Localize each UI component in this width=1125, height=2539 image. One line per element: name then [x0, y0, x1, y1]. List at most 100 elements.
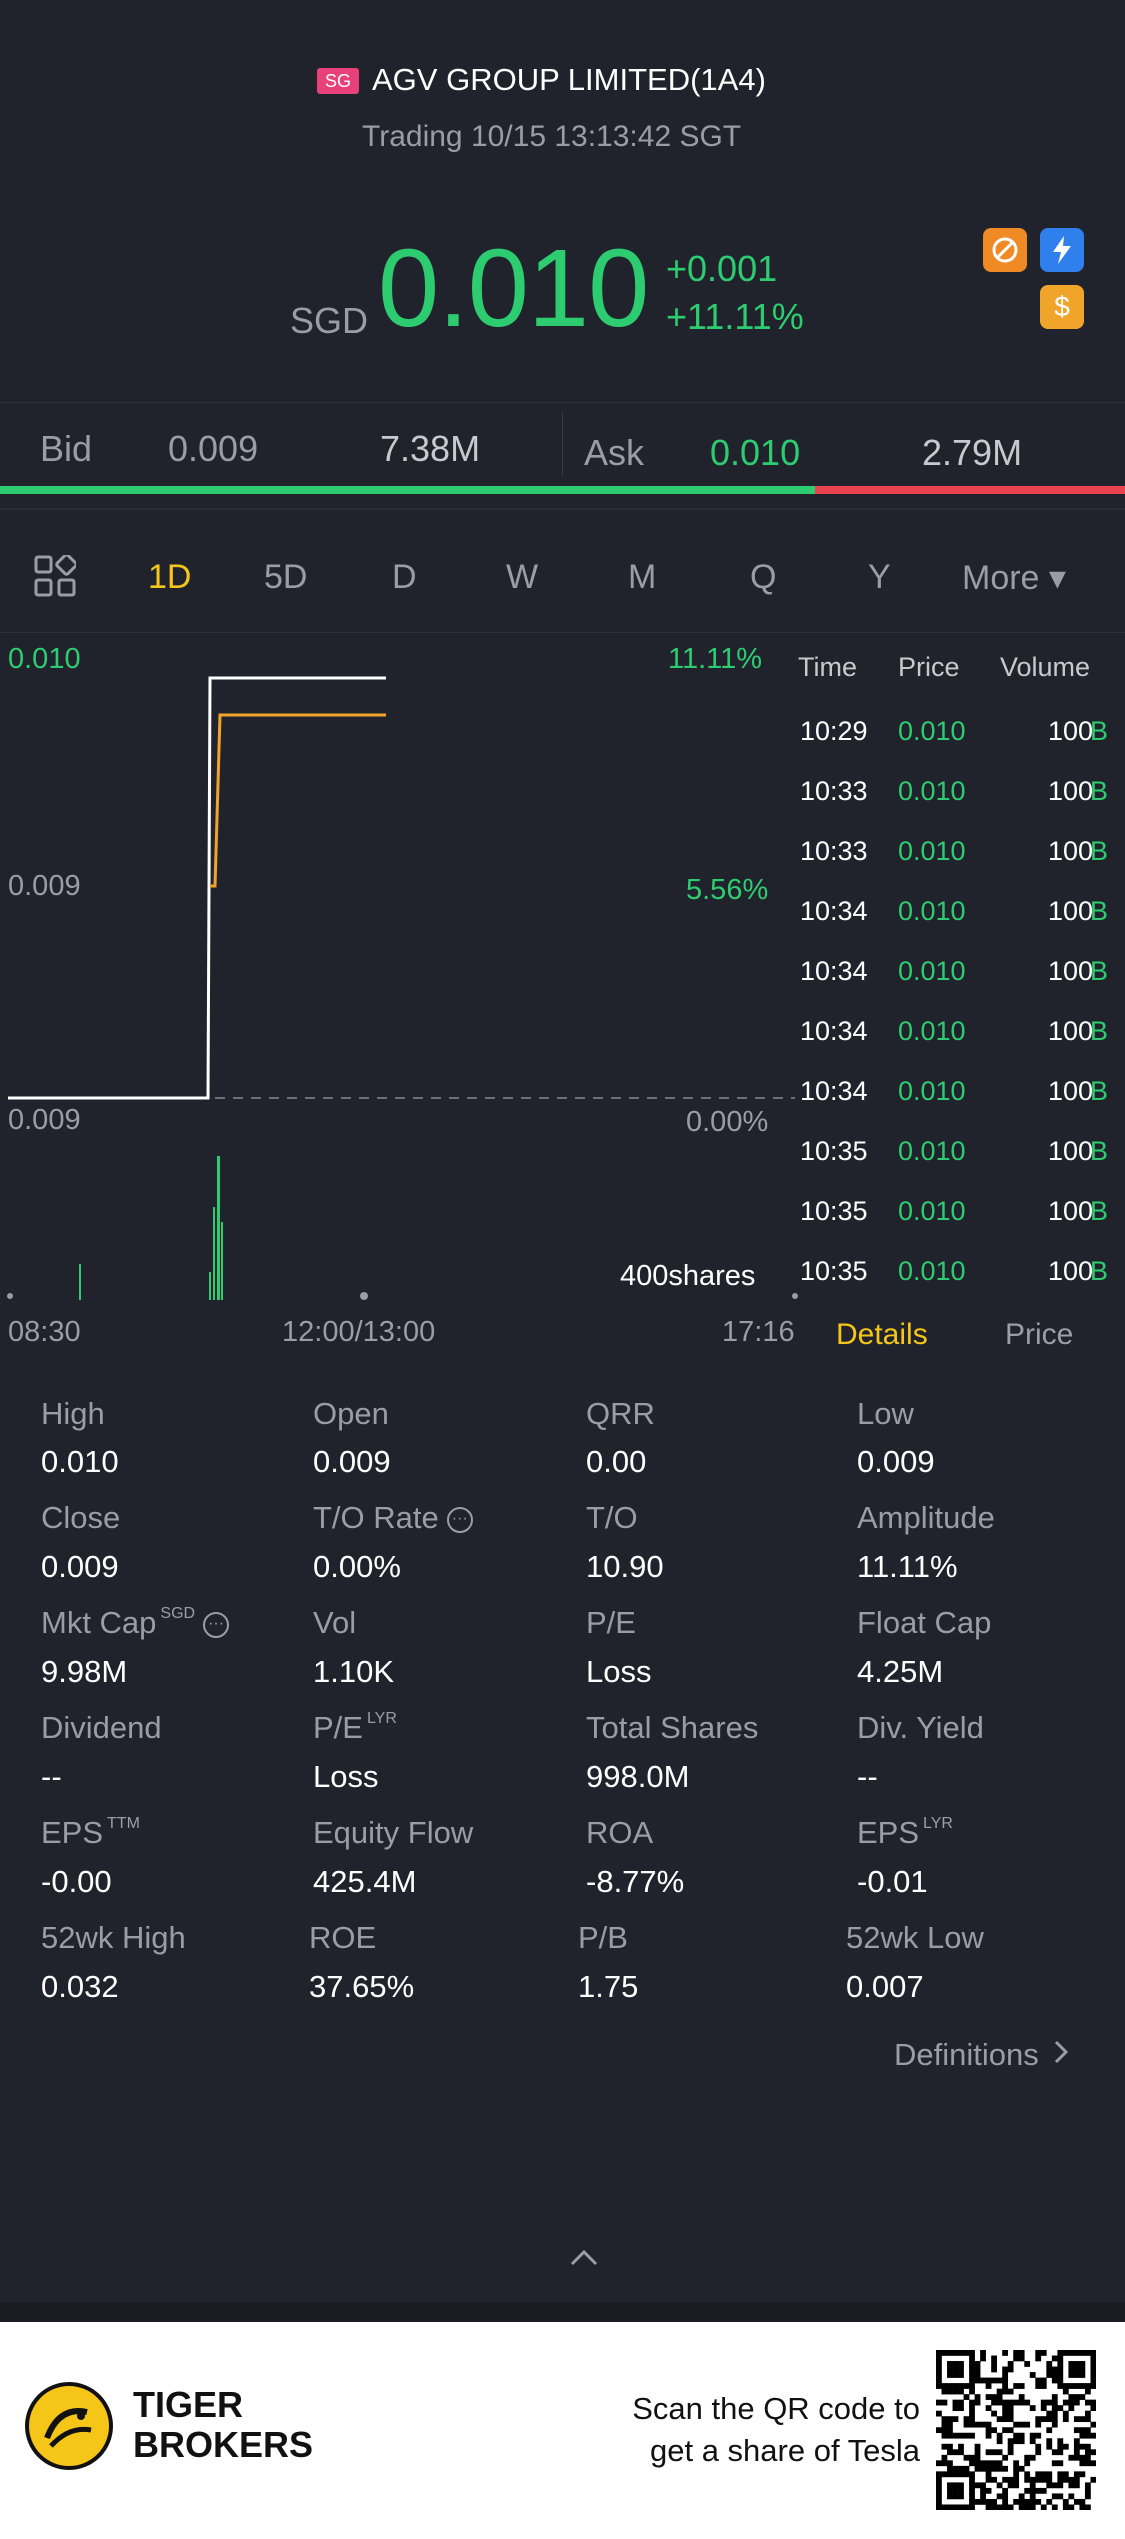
ask-price: 0.010	[710, 432, 801, 473]
last-price: 0.010	[378, 227, 649, 350]
stat-to-rate-value: 0.00%	[313, 1549, 401, 1584]
trade-time: 10:35	[800, 1136, 868, 1166]
stat-eps-lyr-value: -0.01	[857, 1864, 928, 1899]
stat-pe-lyr-value: Loss	[313, 1759, 379, 1794]
section-divider	[0, 508, 1125, 510]
trade-volume: 100	[1048, 776, 1094, 806]
stat-low-value: 0.009	[857, 1444, 935, 1479]
trade-time: 10:34	[800, 896, 868, 926]
stat-eps-ttm-value: -0.00	[41, 1864, 112, 1899]
tab-details[interactable]: Details	[836, 1318, 928, 1351]
trade-time: 10:33	[800, 836, 868, 866]
trade-side: B	[1090, 836, 1109, 866]
trade-volume: 100	[1048, 836, 1094, 866]
stat-52wk-low-value: 0.007	[846, 1969, 924, 2004]
stat-total-shares-label: Total Shares	[586, 1710, 759, 1745]
trade-price: 0.010	[898, 1256, 966, 1286]
y-top-label: 0.010	[8, 643, 81, 675]
stat-52wk-low-label: 52wk Low	[846, 1920, 984, 1955]
trade-volume: 100	[1048, 1016, 1094, 1046]
avg-price-line	[210, 713, 386, 888]
change-percent: +11.11%	[666, 296, 804, 337]
tab-more[interactable]: More ▾	[962, 559, 1066, 597]
trade-price: 0.010	[898, 896, 966, 926]
trade-volume: 100	[1048, 1076, 1094, 1106]
grid-menu-icon[interactable]	[34, 553, 78, 597]
tab-d[interactable]: D	[392, 558, 417, 596]
stat-roa-label: ROA	[586, 1815, 654, 1850]
tab-5d[interactable]: 5D	[264, 558, 308, 596]
bid-size: 7.38M	[380, 428, 481, 469]
stat-qrr-value: 0.00	[586, 1444, 647, 1479]
trade-price: 0.010	[898, 776, 966, 806]
stat-to-rate-label[interactable]: T/O Rate ···	[313, 1500, 473, 1536]
trade-price: 0.010	[898, 956, 966, 986]
trades-header-time: Time	[798, 652, 857, 682]
pct-top-label: 11.11%	[668, 643, 763, 675]
volume-bar	[79, 1264, 81, 1300]
trade-side: B	[1090, 1136, 1109, 1166]
tab-price[interactable]: Price	[1005, 1318, 1074, 1351]
trade-time: 10:34	[800, 1016, 868, 1046]
trade-volume: 100	[1048, 1196, 1094, 1226]
stat-pe-label: P/E	[586, 1605, 636, 1640]
no-short-icon[interactable]	[983, 228, 1027, 272]
stat-div-yield-value: --	[857, 1759, 878, 1794]
trade-side: B	[1090, 716, 1109, 746]
price-change: +0.001 +11.11%	[666, 245, 804, 341]
y-base-label: 0.009	[8, 1104, 81, 1136]
trade-price: 0.010	[898, 1196, 966, 1226]
stat-52wk-high-label: 52wk High	[41, 1920, 186, 1955]
stat-high-value: 0.010	[41, 1444, 119, 1479]
volume-bar	[209, 1272, 211, 1300]
info-icon[interactable]: ···	[203, 1611, 230, 1638]
stat-floatcap-value: 4.25M	[857, 1654, 944, 1689]
trade-volume: 100	[1048, 716, 1094, 746]
intraday-chart[interactable]	[0, 632, 800, 1322]
tab-q[interactable]: Q	[750, 558, 777, 596]
trade-side: B	[1090, 956, 1109, 986]
stat-to-value: 10.90	[586, 1549, 664, 1584]
stat-amplitude-label: Amplitude	[857, 1500, 995, 1535]
trade-time: 10:35	[800, 1256, 868, 1286]
stat-dividend-value: --	[41, 1759, 62, 1794]
stat-dividend-label: Dividend	[41, 1710, 162, 1745]
x-label-open: 08:30	[8, 1316, 81, 1348]
volume-bar	[221, 1222, 223, 1300]
tab-w[interactable]: W	[506, 558, 539, 596]
trade-volume: 100	[1048, 956, 1094, 986]
y-mid-label: 0.009	[8, 870, 81, 902]
definitions-link[interactable]: Definitions	[894, 2037, 1069, 2073]
footer-gap	[0, 2302, 1125, 2322]
stat-mktcap-label[interactable]: Mkt Cap SGD···	[41, 1605, 230, 1641]
chevron-up-icon[interactable]	[568, 2248, 600, 2273]
trades-header-price: Price	[898, 652, 960, 682]
volume-bar	[217, 1156, 220, 1300]
price-line	[8, 676, 386, 1100]
pct-mid-label: 5.56%	[686, 874, 769, 906]
info-icon[interactable]: ···	[446, 1506, 473, 1533]
tab-m[interactable]: M	[628, 558, 657, 596]
bid-price: 0.009	[168, 428, 259, 469]
stat-vol-label: Vol	[313, 1605, 357, 1640]
stat-low-label: Low	[857, 1396, 914, 1431]
stat-roe-value: 37.65%	[309, 1969, 415, 2004]
dollar-icon[interactable]: $	[1040, 285, 1084, 329]
trades-header-volume: Volume	[1000, 652, 1091, 682]
stat-roa-value: -8.77%	[586, 1864, 685, 1899]
trade-time: 10:34	[800, 1076, 868, 1106]
tab-y[interactable]: Y	[868, 558, 891, 596]
chevron-right-icon	[1053, 2037, 1069, 2073]
stat-vol-value: 1.10K	[313, 1654, 395, 1689]
stat-close-value: 0.009	[41, 1549, 119, 1584]
lightning-icon[interactable]	[1040, 228, 1084, 272]
tab-1d[interactable]: 1D	[148, 558, 192, 596]
trade-side: B	[1090, 1016, 1109, 1046]
stock-title: AGV GROUP LIMITED(1A4)	[372, 62, 766, 97]
qr-code	[936, 2350, 1096, 2510]
volume-max-label: 400shares	[620, 1260, 756, 1292]
currency-label: SGD	[290, 300, 369, 341]
bid-ask-divider	[562, 412, 563, 476]
brand-name: TIGER BROKERS	[133, 2384, 314, 2465]
change-amount: +0.001	[666, 248, 778, 289]
